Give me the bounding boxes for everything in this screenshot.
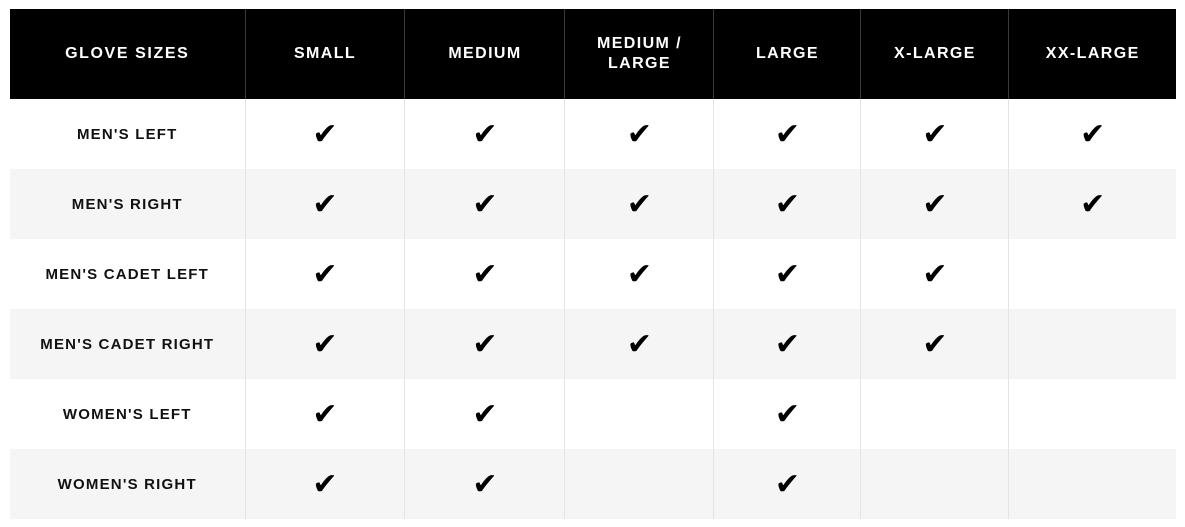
header-row: GLOVE SIZES SMALL MEDIUM MEDIUM / LARGE LARG… [10,9,1176,99]
checkmark-icon: ✔ [922,327,948,362]
cell-medium: ✔ [404,99,566,169]
cell-medium_large [564,379,715,449]
row-label: MEN'S RIGHT [10,169,246,239]
cell-small: ✔ [245,309,406,379]
checkmark-icon: ✔ [312,257,338,292]
cell-xx_large: ✔ [1009,99,1176,169]
table-row: MEN'S CADET LEFT ✔ ✔ ✔ ✔ ✔ [10,239,1176,309]
cell-medium_large: ✔ [564,309,715,379]
cell-x_large [860,379,1010,449]
cell-medium_large: ✔ [564,239,715,309]
cell-small: ✔ [245,169,406,239]
checkmark-icon: ✔ [626,117,653,152]
cell-large: ✔ [713,169,862,239]
row-label: MEN'S CADET LEFT [10,239,246,309]
table-row: WOMEN'S RIGHT ✔ ✔ ✔ [10,449,1176,519]
column-header-small: SMALL [245,9,406,99]
checkmark-icon: ✔ [774,467,801,502]
checkmark-icon: ✔ [472,397,498,432]
cell-xx_large [1009,449,1176,519]
checkmark-icon: ✔ [312,467,338,502]
cell-medium: ✔ [404,169,566,239]
row-label: MEN'S CADET RIGHT [10,309,246,379]
cell-large: ✔ [713,99,862,169]
column-header-xx_large: XX-LARGE [1008,9,1176,99]
cell-medium: ✔ [404,309,566,379]
checkmark-icon: ✔ [312,187,338,222]
cell-xx_large [1009,239,1176,309]
cell-large: ✔ [713,239,862,309]
table-row: MEN'S CADET RIGHT ✔ ✔ ✔ ✔ ✔ [10,309,1176,379]
checkmark-icon: ✔ [774,327,801,362]
table-body: MEN'S LEFT ✔ ✔ ✔ ✔ ✔ ✔ MEN'S RIGHT ✔ ✔ ✔ ✔ ✔ ✔ MEN'S C… [10,99,1176,519]
row-label: WOMEN'S RIGHT [10,449,246,519]
cell-small: ✔ [245,449,406,519]
cell-medium_large: ✔ [564,99,715,169]
checkmark-icon: ✔ [626,257,653,292]
cell-large: ✔ [713,309,862,379]
checkmark-icon: ✔ [312,117,338,152]
checkmark-icon: ✔ [774,187,801,222]
cell-x_large: ✔ [860,99,1010,169]
checkmark-icon: ✔ [472,257,498,292]
cell-small: ✔ [245,239,406,309]
checkmark-icon: ✔ [1080,117,1106,152]
cell-medium: ✔ [404,449,566,519]
checkmark-icon: ✔ [626,187,653,222]
checkmark-icon: ✔ [774,257,801,292]
table-row: MEN'S RIGHT ✔ ✔ ✔ ✔ ✔ ✔ [10,169,1176,239]
checkmark-icon: ✔ [472,327,498,362]
checkmark-icon: ✔ [922,257,948,292]
column-header-medium: MEDIUM [404,9,566,99]
checkmark-icon: ✔ [1080,187,1106,222]
cell-x_large: ✔ [860,239,1010,309]
checkmark-icon: ✔ [472,117,498,152]
checkmark-icon: ✔ [472,467,498,502]
column-header-large: LARGE [713,9,862,99]
cell-medium: ✔ [404,379,566,449]
checkmark-icon: ✔ [626,327,653,362]
cell-large: ✔ [713,379,862,449]
table-row: MEN'S LEFT ✔ ✔ ✔ ✔ ✔ ✔ [10,99,1176,169]
cell-medium_large: ✔ [564,169,715,239]
column-header-label: GLOVE SIZES [10,9,246,99]
cell-xx_large [1009,379,1176,449]
column-header-x_large: X-LARGE [860,9,1010,99]
checkmark-icon: ✔ [922,117,948,152]
table-header: GLOVE SIZES SMALL MEDIUM MEDIUM / LARGE LARG… [10,9,1176,99]
checkmark-icon: ✔ [774,397,801,432]
cell-small: ✔ [245,99,406,169]
cell-medium_large [564,449,715,519]
checkmark-icon: ✔ [472,187,498,222]
cell-medium: ✔ [404,239,566,309]
cell-x_large [860,449,1010,519]
cell-small: ✔ [245,379,406,449]
glove-sizes-table: GLOVE SIZES SMALL MEDIUM MEDIUM / LARGE LARG… [10,9,1176,519]
cell-xx_large: ✔ [1009,169,1176,239]
cell-large: ✔ [713,449,862,519]
cell-xx_large [1009,309,1176,379]
cell-x_large: ✔ [860,169,1010,239]
table-row: WOMEN'S LEFT ✔ ✔ ✔ [10,379,1176,449]
checkmark-icon: ✔ [312,327,338,362]
checkmark-icon: ✔ [312,397,338,432]
checkmark-icon: ✔ [922,187,948,222]
row-label: MEN'S LEFT [10,99,246,169]
cell-x_large: ✔ [860,309,1010,379]
column-header-medium_large: MEDIUM / LARGE [564,9,715,99]
row-label: WOMEN'S LEFT [10,379,246,449]
checkmark-icon: ✔ [774,117,801,152]
